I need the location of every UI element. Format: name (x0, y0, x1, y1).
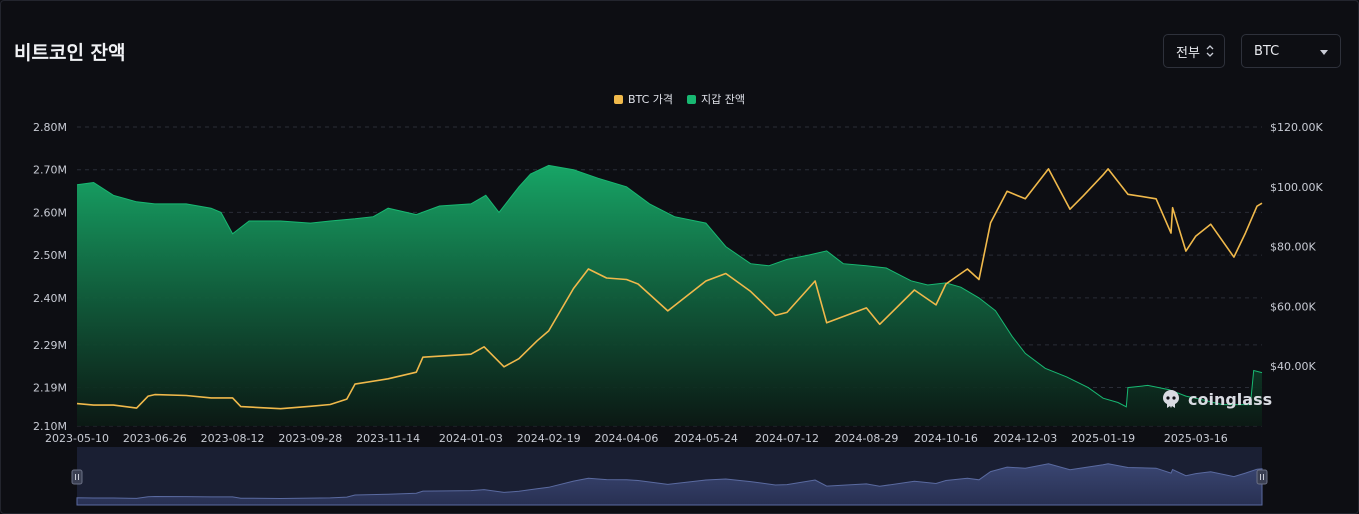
caret-down-icon (1320, 50, 1328, 55)
right-tick-label: $100.00K (1270, 181, 1323, 194)
left-tick-label: 2.60M (33, 206, 67, 219)
range-select-value: 전부 (1176, 45, 1200, 61)
range-navigator[interactable] (71, 447, 1268, 506)
watermark-text: coinglass (1188, 389, 1273, 409)
left-tick-label: 2.29M (33, 339, 67, 352)
right-axis-ticks: $40.00K $60.00K $80.00K $100.00K $120.00K (1270, 121, 1323, 373)
x-tick-label: 2024-07-12 (755, 432, 819, 445)
x-tick-label: 2024-12-03 (993, 432, 1057, 445)
right-tick-label: $120.00K (1270, 121, 1323, 134)
left-tick-label: 2.50M (33, 249, 67, 262)
chart-legend: BTC 가격 지갑 잔액 (0, 91, 1359, 107)
left-tick-label: 2.80M (33, 121, 67, 134)
legend-item-balance[interactable]: 지갑 잔액 (687, 91, 745, 107)
balance-line (76, 164, 1263, 408)
updown-chevron-icon (1206, 45, 1214, 57)
left-tick-label: 2.40M (33, 292, 67, 305)
navigator-handle-left[interactable] (71, 469, 83, 485)
legend-label-balance: 지갑 잔액 (701, 93, 746, 106)
left-axis-ticks: 2.10M 2.19M 2.29M 2.40M 2.50M 2.60M 2.70M 2.80M (33, 121, 67, 433)
navigator-handle-right[interactable] (1256, 469, 1268, 485)
x-axis-ticks: 2023-05-10 2023-06-26 2023-08-12 2023-09-28… (45, 432, 1228, 445)
x-tick-label: 2023-11-14 (356, 432, 420, 445)
left-tick-label: 2.19M (33, 382, 67, 395)
balance-area (77, 165, 1262, 426)
x-tick-label: 2025-03-16 (1164, 432, 1228, 445)
x-tick-label: 2024-04-06 (595, 432, 659, 445)
legend-item-price[interactable]: BTC 가격 (613, 91, 674, 107)
right-tick-label: $60.00K (1270, 300, 1316, 313)
coin-select-value: BTC (1254, 43, 1280, 59)
x-tick-label: 2024-10-16 (914, 432, 978, 445)
coinglass-watermark: coinglass (1160, 388, 1272, 410)
page-title: 비트코인 잔액 (14, 42, 126, 64)
coinglass-logo-icon (1163, 390, 1179, 408)
x-tick-label: 2024-01-03 (439, 432, 503, 445)
x-tick-label: 2025-01-19 (1071, 432, 1135, 445)
x-tick-label: 2024-02-19 (517, 432, 581, 445)
balance-area-series (76, 164, 1263, 426)
coin-select[interactable]: BTC (1241, 34, 1341, 68)
legend-swatch-balance (687, 94, 697, 104)
legend-label-price: BTC 가격 (627, 93, 674, 106)
price-line (76, 168, 1263, 410)
right-tick-label: $80.00K (1270, 241, 1316, 254)
x-tick-label: 2023-05-10 (45, 432, 109, 445)
left-tick-label: 2.10M (33, 420, 67, 433)
legend-swatch-price (613, 94, 623, 104)
x-tick-label: 2024-08-29 (834, 432, 898, 445)
x-tick-label: 2023-08-12 (201, 432, 265, 445)
range-select[interactable]: 전부 (1163, 34, 1225, 68)
x-tick-label: 2023-06-26 (123, 432, 187, 445)
right-tick-label: $40.00K (1270, 360, 1316, 373)
navigator-series (76, 463, 1263, 506)
x-tick-label: 2023-09-28 (278, 432, 342, 445)
left-tick-label: 2.70M (33, 164, 67, 177)
price-line-series (76, 168, 1263, 410)
x-tick-label: 2024-05-24 (674, 432, 738, 445)
